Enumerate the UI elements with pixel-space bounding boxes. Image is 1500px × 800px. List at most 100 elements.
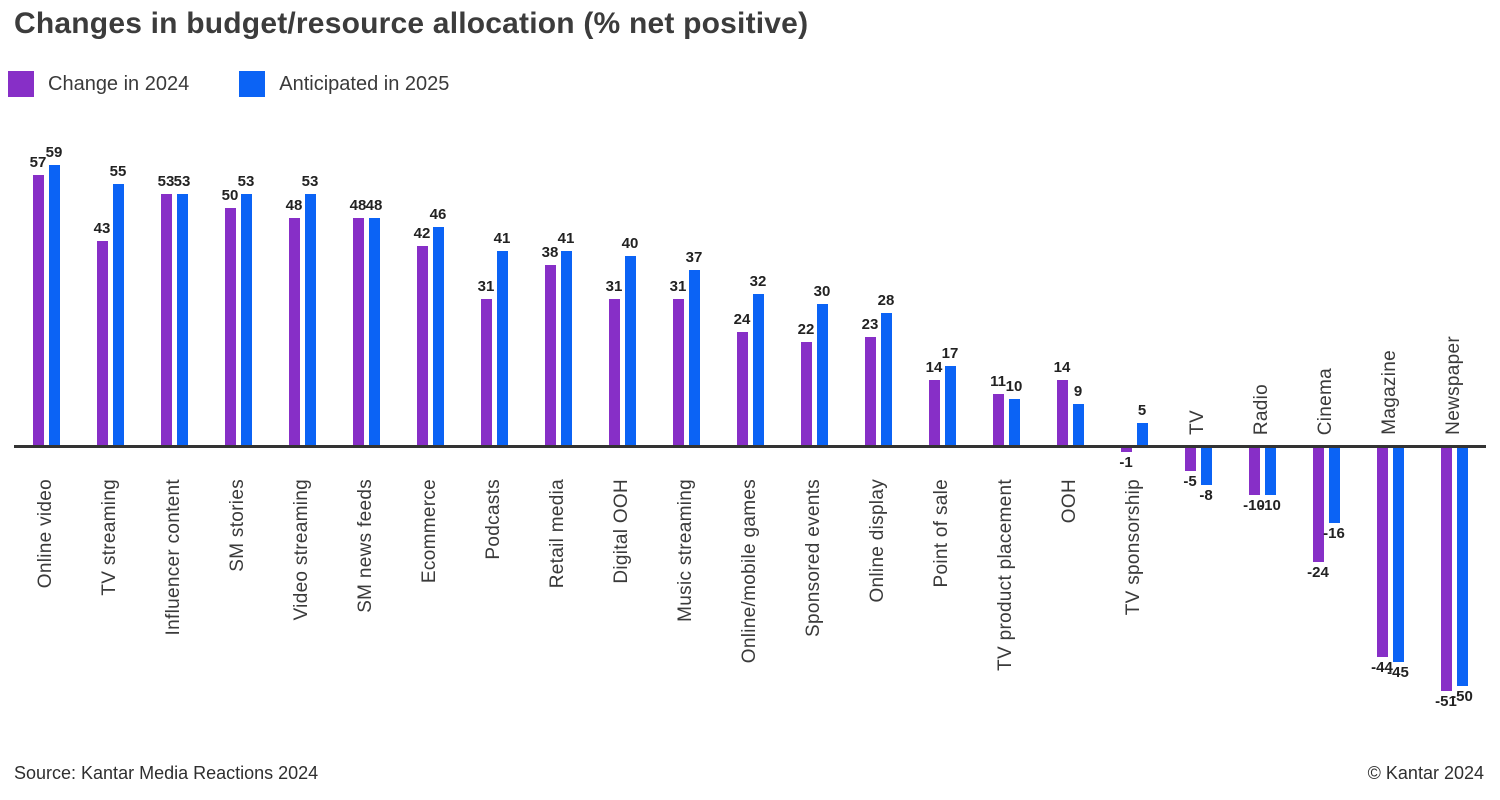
category-label-wrap: Online video (14, 479, 78, 588)
bar-change-2024 (32, 175, 44, 447)
category-label-wrap: Digital OOH (590, 479, 654, 584)
category-label: Point of sale (931, 479, 952, 588)
bar-change-2024 (992, 394, 1004, 447)
category-column: 42 46 Ecommerce (398, 115, 462, 715)
category-column: -10 -10 Radio (1230, 115, 1294, 715)
value-label: 59 (45, 144, 63, 161)
category-label: TV (1187, 410, 1208, 435)
bar-change-2024 (736, 332, 748, 447)
category-column: -1 5 TV sponsorship (1102, 115, 1166, 715)
category-column: 50 53 SM stories (206, 115, 270, 715)
value-label: 46 (429, 206, 447, 223)
bar-change-2024 (800, 342, 812, 447)
bar-change-2024 (1440, 447, 1452, 691)
category-label-wrap: Magazine (1358, 350, 1422, 435)
category-label: Online video (35, 479, 56, 589)
bar-change-2024 (864, 337, 876, 447)
value-label: 10 (1005, 378, 1023, 395)
zero-axis-line (14, 445, 1486, 448)
value-label: -16 (1323, 525, 1345, 542)
value-label: 14 (925, 359, 943, 376)
bar-anticipated-2025 (176, 194, 188, 447)
category-label-wrap: Influencer content (142, 479, 206, 635)
bar-change-2024 (96, 241, 108, 447)
value-label: 9 (1073, 383, 1083, 400)
bar-change-2024 (288, 218, 300, 447)
value-label: 48 (349, 197, 367, 214)
category-label: Ecommerce (419, 479, 440, 584)
value-label: 31 (477, 278, 495, 295)
category-label-wrap: Sponsored events (782, 479, 846, 637)
bar-change-2024 (1312, 447, 1324, 562)
bar-anticipated-2025 (1200, 447, 1212, 485)
bar-anticipated-2025 (1456, 447, 1468, 686)
bar-anticipated-2025 (240, 194, 252, 447)
value-label: -10 (1243, 497, 1265, 514)
bar-change-2024 (928, 380, 940, 447)
category-label-wrap: TV (1166, 410, 1230, 435)
category-column: 14 9 OOH (1038, 115, 1102, 715)
value-label: 48 (365, 197, 383, 214)
category-label: Influencer content (163, 479, 184, 636)
bar-anticipated-2025 (432, 227, 444, 447)
legend-item-change-2024: Change in 2024 (8, 71, 189, 97)
bar-anticipated-2025 (304, 194, 316, 447)
category-label-wrap: Video streaming (270, 479, 334, 620)
bar-change-2024 (672, 299, 684, 447)
category-column: 11 10 TV product placement (974, 115, 1038, 715)
category-label: OOH (1059, 479, 1080, 524)
bar-change-2024 (1184, 447, 1196, 471)
category-column: -24 -16 Cinema (1294, 115, 1358, 715)
category-label-wrap: Newspaper (1422, 336, 1486, 435)
bar-anticipated-2025 (1392, 447, 1404, 662)
value-label: 41 (557, 230, 575, 247)
value-label: 22 (797, 321, 815, 338)
category-column: 23 28 Online display (846, 115, 910, 715)
legend-swatch-anticipated-2025-icon (239, 71, 266, 97)
value-label: 14 (1053, 359, 1071, 376)
value-label: 32 (749, 273, 767, 290)
category-label: Radio (1251, 383, 1272, 435)
bar-anticipated-2025 (48, 165, 60, 447)
bar-anticipated-2025 (496, 251, 508, 447)
category-label-wrap: SM news feeds (334, 479, 398, 613)
value-label: -51 (1435, 693, 1457, 710)
bar-chart: 57 59 Online video 43 55 TV streaming 53 53 Infl… (14, 115, 1486, 715)
category-label-wrap: TV sponsorship (1102, 479, 1166, 615)
bar-change-2024 (608, 299, 620, 447)
bar-anticipated-2025 (560, 251, 572, 447)
legend-item-anticipated-2025: Anticipated in 2025 (239, 71, 449, 97)
value-label: 17 (941, 345, 959, 362)
category-label-wrap: Online/mobile games (718, 479, 782, 663)
value-label: 30 (813, 283, 831, 300)
bar-anticipated-2025 (944, 366, 956, 447)
category-column: 31 40 Digital OOH (590, 115, 654, 715)
category-label: Podcasts (483, 479, 504, 560)
legend-label-change-2024: Change in 2024 (48, 72, 190, 95)
category-label-wrap: Online display (846, 479, 910, 603)
value-label: 37 (685, 249, 703, 266)
category-label: Online display (867, 479, 888, 603)
bar-change-2024 (544, 265, 556, 447)
bar-anticipated-2025 (1264, 447, 1276, 495)
category-column: 43 55 TV streaming (78, 115, 142, 715)
category-label: Retail media (547, 479, 568, 589)
bar-anticipated-2025 (880, 313, 892, 447)
bar-anticipated-2025 (1072, 404, 1084, 447)
page-title: Changes in budget/resource allocation (%… (14, 7, 809, 40)
category-label: Newspaper (1443, 336, 1464, 435)
category-column: 24 32 Online/mobile games (718, 115, 782, 715)
category-label: TV streaming (99, 479, 120, 596)
bar-anticipated-2025 (752, 294, 764, 447)
category-label: Music streaming (675, 479, 696, 622)
category-column: 31 41 Podcasts (462, 115, 526, 715)
bar-change-2024 (480, 299, 492, 447)
category-label-wrap: Point of sale (910, 479, 974, 587)
value-label: 55 (109, 163, 127, 180)
footer-source: Source: Kantar Media Reactions 2024 (14, 763, 319, 783)
value-label: -1 (1119, 454, 1133, 471)
category-label-wrap: TV product placement (974, 479, 1038, 671)
category-label: SM stories (227, 479, 248, 572)
category-column: -5 -8 TV (1166, 115, 1230, 715)
